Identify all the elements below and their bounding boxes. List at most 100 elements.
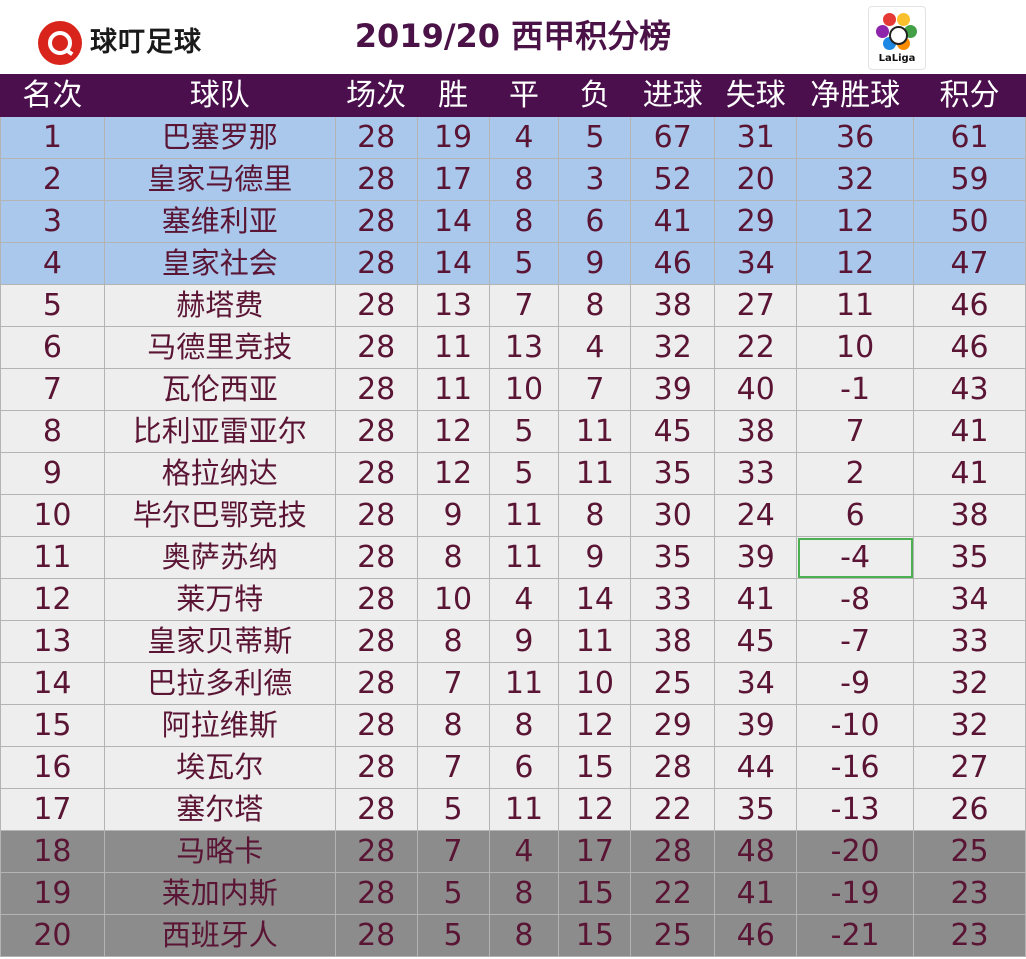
- cell-goal-difference[interactable]: -21: [796, 914, 915, 957]
- header-goals-for[interactable]: 进球: [630, 74, 716, 117]
- cell-draws[interactable]: 13: [488, 326, 560, 369]
- cell-points[interactable]: 33: [913, 620, 1026, 663]
- cell-rank[interactable]: 2: [0, 158, 105, 201]
- cell-losses[interactable]: 7: [558, 368, 632, 411]
- cell-goals-for[interactable]: 46: [630, 242, 716, 285]
- cell-losses[interactable]: 11: [558, 452, 632, 495]
- cell-draws[interactable]: 8: [488, 872, 560, 915]
- cell-team[interactable]: 巴塞罗那: [103, 116, 336, 159]
- cell-goal-difference[interactable]: -16: [796, 746, 915, 789]
- cell-points[interactable]: 46: [913, 284, 1026, 327]
- cell-wins[interactable]: 11: [416, 326, 490, 369]
- cell-goals-for[interactable]: 32: [630, 326, 716, 369]
- cell-losses[interactable]: 9: [558, 242, 632, 285]
- cell-wins[interactable]: 14: [416, 200, 490, 243]
- cell-goals-for[interactable]: 67: [630, 116, 716, 159]
- cell-points[interactable]: 41: [913, 410, 1026, 453]
- cell-rank[interactable]: 6: [0, 326, 105, 369]
- header-played[interactable]: 场次: [334, 74, 418, 117]
- cell-played[interactable]: 28: [334, 536, 418, 579]
- cell-goal-difference[interactable]: -20: [796, 830, 915, 873]
- cell-rank[interactable]: 11: [0, 536, 105, 579]
- cell-draws[interactable]: 4: [488, 830, 560, 873]
- cell-goals-for[interactable]: 25: [630, 662, 716, 705]
- cell-team[interactable]: 塞维利亚: [103, 200, 336, 243]
- cell-goals-against[interactable]: 40: [714, 368, 798, 411]
- cell-team[interactable]: 皇家马德里: [103, 158, 336, 201]
- cell-draws[interactable]: 7: [488, 284, 560, 327]
- cell-rank[interactable]: 10: [0, 494, 105, 537]
- cell-losses[interactable]: 15: [558, 914, 632, 957]
- cell-wins[interactable]: 11: [416, 368, 490, 411]
- cell-points[interactable]: 32: [913, 662, 1026, 705]
- cell-points[interactable]: 59: [913, 158, 1026, 201]
- cell-draws[interactable]: 8: [488, 704, 560, 747]
- cell-team[interactable]: 莱加内斯: [103, 872, 336, 915]
- cell-goal-difference[interactable]: 12: [796, 242, 915, 285]
- cell-goals-for[interactable]: 22: [630, 872, 716, 915]
- cell-goals-against[interactable]: 24: [714, 494, 798, 537]
- header-draws[interactable]: 平: [488, 74, 560, 117]
- cell-goal-difference[interactable]: -4: [796, 536, 915, 579]
- cell-team[interactable]: 巴拉多利德: [103, 662, 336, 705]
- cell-team[interactable]: 奥萨苏纳: [103, 536, 336, 579]
- cell-wins[interactable]: 5: [416, 872, 490, 915]
- cell-goals-for[interactable]: 22: [630, 788, 716, 831]
- cell-goals-for[interactable]: 30: [630, 494, 716, 537]
- cell-wins[interactable]: 19: [416, 116, 490, 159]
- cell-goal-difference[interactable]: 10: [796, 326, 915, 369]
- cell-goals-against[interactable]: 41: [714, 578, 798, 621]
- cell-rank[interactable]: 4: [0, 242, 105, 285]
- cell-goals-against[interactable]: 33: [714, 452, 798, 495]
- cell-team[interactable]: 埃瓦尔: [103, 746, 336, 789]
- cell-losses[interactable]: 9: [558, 536, 632, 579]
- cell-goal-difference[interactable]: -1: [796, 368, 915, 411]
- cell-played[interactable]: 28: [334, 830, 418, 873]
- cell-draws[interactable]: 10: [488, 368, 560, 411]
- cell-goals-for[interactable]: 35: [630, 536, 716, 579]
- cell-losses[interactable]: 17: [558, 830, 632, 873]
- header-losses[interactable]: 负: [558, 74, 632, 117]
- cell-goal-difference[interactable]: 11: [796, 284, 915, 327]
- cell-wins[interactable]: 7: [416, 830, 490, 873]
- cell-draws[interactable]: 11: [488, 536, 560, 579]
- cell-rank[interactable]: 1: [0, 116, 105, 159]
- cell-rank[interactable]: 7: [0, 368, 105, 411]
- cell-goals-against[interactable]: 27: [714, 284, 798, 327]
- cell-goals-for[interactable]: 41: [630, 200, 716, 243]
- cell-rank[interactable]: 9: [0, 452, 105, 495]
- cell-losses[interactable]: 3: [558, 158, 632, 201]
- cell-points[interactable]: 38: [913, 494, 1026, 537]
- cell-draws[interactable]: 4: [488, 116, 560, 159]
- cell-draws[interactable]: 11: [488, 788, 560, 831]
- cell-points[interactable]: 50: [913, 200, 1026, 243]
- cell-goal-difference[interactable]: 36: [796, 116, 915, 159]
- cell-wins[interactable]: 7: [416, 662, 490, 705]
- cell-points[interactable]: 41: [913, 452, 1026, 495]
- cell-goal-difference[interactable]: 32: [796, 158, 915, 201]
- cell-losses[interactable]: 8: [558, 284, 632, 327]
- cell-wins[interactable]: 13: [416, 284, 490, 327]
- cell-wins[interactable]: 7: [416, 746, 490, 789]
- cell-losses[interactable]: 5: [558, 116, 632, 159]
- cell-losses[interactable]: 12: [558, 704, 632, 747]
- cell-goals-against[interactable]: 20: [714, 158, 798, 201]
- cell-draws[interactable]: 6: [488, 746, 560, 789]
- cell-draws[interactable]: 8: [488, 158, 560, 201]
- cell-points[interactable]: 23: [913, 914, 1026, 957]
- cell-wins[interactable]: 5: [416, 788, 490, 831]
- cell-played[interactable]: 28: [334, 578, 418, 621]
- cell-played[interactable]: 28: [334, 788, 418, 831]
- header-wins[interactable]: 胜: [416, 74, 490, 117]
- cell-rank[interactable]: 16: [0, 746, 105, 789]
- cell-draws[interactable]: 5: [488, 410, 560, 453]
- cell-goals-for[interactable]: 35: [630, 452, 716, 495]
- cell-goals-against[interactable]: 46: [714, 914, 798, 957]
- cell-wins[interactable]: 12: [416, 452, 490, 495]
- cell-draws[interactable]: 8: [488, 200, 560, 243]
- cell-points[interactable]: 61: [913, 116, 1026, 159]
- cell-goals-for[interactable]: 29: [630, 704, 716, 747]
- cell-draws[interactable]: 5: [488, 242, 560, 285]
- cell-goals-against[interactable]: 22: [714, 326, 798, 369]
- cell-played[interactable]: 28: [334, 284, 418, 327]
